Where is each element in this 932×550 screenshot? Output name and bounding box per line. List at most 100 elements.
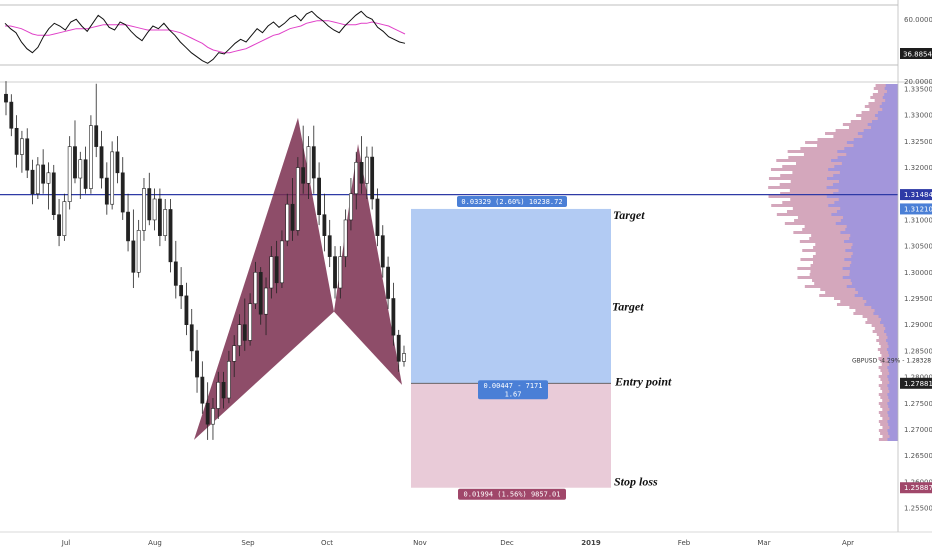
- target-stat-text: 0.03329 (2.60%) 10238.72: [461, 198, 562, 206]
- target-stat-bg: [457, 195, 567, 207]
- volume-profile: [768, 84, 898, 441]
- volume-profile-bar: [838, 189, 898, 192]
- price-tick: 1.33000: [904, 112, 932, 120]
- price-tick: 1.28500: [904, 347, 932, 355]
- candle: [269, 246, 274, 299]
- candle-body: [322, 214, 327, 236]
- volume-profile-bar: [884, 87, 898, 90]
- volume-profile-bar: [874, 309, 898, 312]
- candle-body: [285, 203, 290, 242]
- candle: [253, 261, 258, 309]
- price-tick: 1.27000: [904, 426, 932, 434]
- candle-body: [264, 287, 268, 315]
- volume-profile-bar: [840, 231, 898, 234]
- stop-zone[interactable]: [411, 383, 611, 488]
- candle-body: [89, 125, 93, 189]
- candle: [317, 162, 321, 226]
- candle: [78, 151, 83, 199]
- volume-profile-bar: [867, 123, 898, 126]
- candle: [147, 172, 152, 226]
- volume-profile-bar: [889, 390, 898, 393]
- volume-profile-bar: [888, 369, 898, 372]
- candle-body: [269, 256, 274, 289]
- candle: [349, 178, 353, 231]
- time-axis[interactable]: Jul Aug Sep Oct Nov Dec 2019 Feb Mar Apr: [0, 531, 932, 547]
- volume-profile-bar: [849, 273, 898, 276]
- volume-profile-bar: [888, 354, 898, 357]
- volume-profile-bar: [874, 114, 898, 117]
- candle-body: [131, 240, 136, 273]
- volume-profile-bar: [882, 108, 898, 111]
- volume-profile-bar: [834, 201, 898, 204]
- volume-profile-bar: [851, 255, 898, 258]
- candles: [4, 81, 406, 440]
- price-axis[interactable]: 1.335001.330001.325001.320001.315001.310…: [852, 0, 932, 532]
- candle: [386, 256, 390, 309]
- volume-profile-bar: [882, 96, 898, 99]
- target-price-text: 1.31210: [904, 205, 932, 213]
- rsi-tick: 20.0000: [904, 78, 932, 86]
- candle-body: [142, 188, 146, 231]
- target-zone[interactable]: [411, 208, 611, 384]
- candle-body: [168, 209, 173, 263]
- volume-profile-bar: [842, 216, 898, 219]
- candle-body: [237, 324, 242, 346]
- candle-body: [349, 193, 353, 221]
- volume-profile-bar: [855, 288, 898, 291]
- candle-body: [179, 285, 184, 297]
- x-tick: Aug: [148, 539, 162, 547]
- volume-profile-bar: [827, 177, 898, 180]
- entry-stat-bg: [478, 380, 548, 400]
- volume-profile-bar: [881, 318, 898, 321]
- candle-body: [120, 172, 125, 213]
- volume-profile-bar: [845, 249, 898, 252]
- volume-profile-bar: [877, 117, 898, 120]
- volume-profile-bar: [889, 372, 898, 375]
- candle: [73, 120, 77, 184]
- candle-body: [147, 188, 152, 221]
- candle: [25, 128, 30, 179]
- volume-profile-bar: [887, 393, 898, 396]
- candle-body: [195, 350, 199, 378]
- annotation-stop: Stop loss: [614, 475, 658, 489]
- candle: [142, 178, 146, 241]
- annotation-target-1: Target: [613, 208, 645, 222]
- candle-body: [115, 151, 120, 174]
- hline-price-text: 1.31484: [904, 191, 932, 199]
- volume-profile-bar: [887, 336, 898, 339]
- stop-stat-bg: [458, 488, 566, 500]
- candle: [57, 198, 61, 247]
- volume-profile-bar: [883, 324, 898, 327]
- long-position-tool[interactable]: [411, 208, 611, 488]
- volume-profile-bar: [886, 339, 898, 342]
- candle-body: [83, 159, 88, 189]
- candle: [168, 198, 173, 273]
- volume-profile-bar: [886, 333, 898, 336]
- candle-body: [184, 295, 189, 325]
- volume-profile-bar: [852, 252, 898, 255]
- candle-body: [51, 172, 56, 216]
- volume-profile-bar: [853, 138, 898, 141]
- volume-profile-bar: [884, 93, 898, 96]
- volume-profile-bar: [844, 240, 898, 243]
- candle-body: [136, 230, 141, 273]
- candle-body: [157, 198, 162, 236]
- price-tick: 1.25500: [904, 505, 932, 513]
- candle: [99, 130, 104, 189]
- candle: [402, 345, 406, 367]
- entry-stat-text: 0.00447 - 7171: [483, 382, 542, 390]
- candle-body: [317, 177, 321, 216]
- candle-body: [232, 345, 237, 362]
- volume-profile-bar: [862, 135, 898, 138]
- candle-body: [173, 261, 178, 286]
- candle: [242, 298, 247, 351]
- volume-profile-bar: [851, 261, 898, 264]
- entry-price-text: 1.27881: [904, 380, 932, 388]
- candle: [51, 164, 56, 220]
- candle: [14, 115, 19, 168]
- volume-profile-bar: [887, 384, 898, 387]
- candle: [205, 382, 210, 440]
- candle-body: [200, 376, 205, 404]
- volume-profile-bar: [886, 90, 898, 93]
